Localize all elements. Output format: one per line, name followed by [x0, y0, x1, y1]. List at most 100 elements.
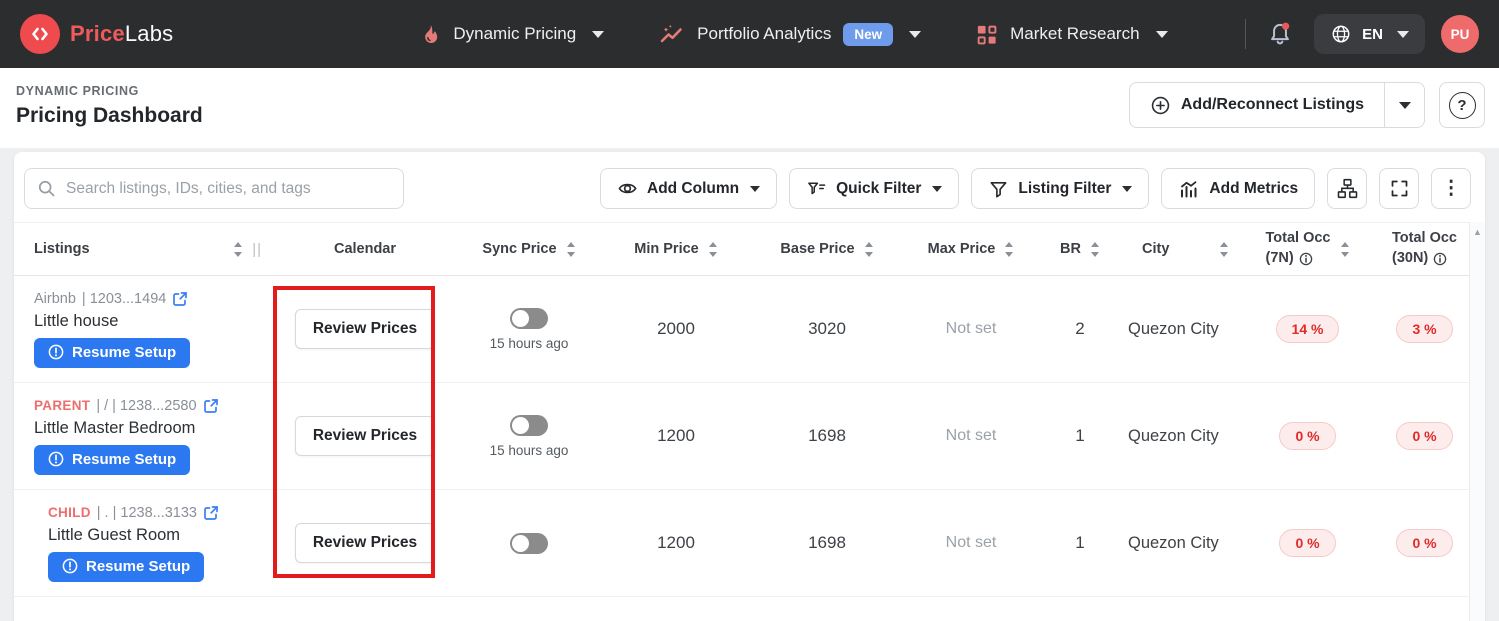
resume-setup-button[interactable]: Resume Setup — [48, 551, 205, 582]
divider — [1245, 19, 1247, 49]
alert-circle-icon — [62, 558, 78, 574]
max-price-cell[interactable]: Not set — [945, 534, 997, 551]
sort-icon[interactable] — [864, 242, 874, 257]
sort-icon[interactable] — [1004, 242, 1014, 257]
listing-name: Little house — [34, 311, 119, 330]
funnel-icon — [988, 179, 1009, 199]
quick-filter-button[interactable]: Quick Filter — [789, 168, 960, 209]
column-header-city[interactable]: City — [1120, 241, 1235, 257]
min-price-cell[interactable]: 1200 — [657, 533, 695, 552]
sync-timestamp: 15 hours ago — [489, 335, 569, 351]
listing-tag: CHILD — [48, 505, 91, 520]
language-code: EN — [1362, 25, 1383, 43]
add-metrics-button[interactable]: Add Metrics — [1161, 168, 1316, 209]
max-price-cell[interactable]: Not set — [945, 427, 997, 444]
table-row: CHILD | . | 1238...3133 Little Guest Roo… — [14, 490, 1469, 597]
sync-price-toggle[interactable] — [510, 414, 548, 436]
review-prices-button[interactable]: Review Prices — [294, 523, 436, 563]
calendar-cell: Review Prices — [272, 416, 458, 456]
nav-dynamic-pricing[interactable]: Dynamic Pricing — [418, 23, 605, 46]
resume-setup-button[interactable]: Resume Setup — [34, 444, 191, 475]
nav-label: Dynamic Pricing — [453, 24, 577, 43]
sort-icon[interactable] — [708, 242, 718, 257]
column-header-total-occ-30n[interactable]: Total Occ (30N) — [1392, 230, 1457, 266]
external-link-icon[interactable] — [203, 505, 219, 521]
sync-price-toggle[interactable] — [510, 307, 548, 329]
br-cell: 1 — [1075, 426, 1085, 445]
listing-filter-label: Listing Filter — [1018, 179, 1112, 197]
base-price-cell[interactable]: 1698 — [808, 426, 846, 445]
occ-7n-cell: 0 % — [1235, 422, 1380, 450]
listing-name: Little Guest Room — [48, 525, 181, 544]
more-options-button[interactable]: ⋮ — [1431, 168, 1472, 209]
chevron-down-icon — [1397, 30, 1409, 38]
occ-30n-cell: 0 % — [1380, 422, 1469, 450]
column-header-base-price[interactable]: Base Price — [752, 241, 902, 257]
language-selector[interactable]: EN — [1314, 14, 1425, 54]
kebab-icon: ⋮ — [1441, 178, 1461, 199]
notifications-bell-icon[interactable] — [1262, 18, 1298, 50]
info-icon[interactable] — [1433, 252, 1447, 266]
resume-setup-button[interactable]: Resume Setup — [34, 337, 191, 368]
sync-timestamp: 15 hours ago — [489, 442, 569, 458]
column-header-listings[interactable]: Listings || — [34, 240, 262, 258]
scroll-up-arrow[interactable]: ▲ — [1473, 227, 1482, 237]
nav-market-research[interactable]: Market Research — [975, 23, 1168, 46]
fullscreen-button[interactable] — [1379, 168, 1420, 209]
primary-nav: Dynamic Pricing Portfolio Analytics New — [418, 22, 1168, 46]
external-link-icon[interactable] — [172, 291, 188, 307]
chevron-down-icon — [592, 30, 605, 38]
info-icon[interactable] — [1299, 252, 1313, 266]
add-column-button[interactable]: Add Column — [600, 168, 778, 209]
add-reconnect-listings-button[interactable]: Add/Reconnect Listings — [1130, 83, 1384, 127]
nav-portfolio-analytics[interactable]: Portfolio Analytics New — [658, 22, 922, 46]
sort-icon[interactable] — [1090, 242, 1100, 257]
column-header-total-occ-7n[interactable]: Total Occ (7N) — [1235, 229, 1380, 268]
column-header-sync-price[interactable]: Sync Price — [458, 241, 600, 257]
min-price-cell[interactable]: 2000 — [657, 319, 695, 338]
occ-7n-cell: 14 % — [1235, 315, 1380, 343]
alert-circle-icon — [48, 344, 64, 360]
column-resize-handle[interactable]: || — [252, 240, 262, 258]
review-prices-button[interactable]: Review Prices — [294, 309, 436, 349]
sync-price-toggle[interactable] — [510, 532, 548, 554]
top-navbar: PriceLabs Dynamic Pricing Portfolio Anal — [0, 0, 1499, 68]
base-price-cell[interactable]: 3020 — [808, 319, 846, 338]
table-scrollbar[interactable]: ▲ — [1469, 222, 1485, 621]
min-price-cell[interactable]: 1200 — [657, 426, 695, 445]
sort-icon[interactable] — [1219, 242, 1229, 257]
listings-table-card: Add Column Quick Filter Listing Filter — [14, 152, 1485, 621]
listing-cell: Airbnb | 1203...1494 Little house Resume… — [14, 291, 272, 368]
metrics-chart-icon — [1178, 179, 1200, 199]
base-price-cell[interactable]: 1698 — [808, 533, 846, 552]
add-reconnect-dropdown[interactable] — [1384, 83, 1424, 127]
pricelabs-logo[interactable]: PriceLabs — [20, 14, 173, 54]
chevron-down-icon — [1122, 185, 1133, 192]
listing-source: Airbnb — [34, 290, 76, 307]
alert-circle-icon — [48, 451, 64, 467]
column-header-max-price[interactable]: Max Price — [902, 241, 1040, 257]
new-badge: New — [843, 22, 894, 46]
user-avatar[interactable]: PU — [1441, 15, 1479, 53]
globe-icon — [1330, 23, 1352, 45]
header-actions: Add/Reconnect Listings ? — [1128, 82, 1485, 128]
sort-icon[interactable] — [1340, 242, 1350, 257]
help-button[interactable]: ? — [1439, 82, 1485, 128]
occupancy-badge: 0 % — [1396, 422, 1453, 450]
sort-icon[interactable] — [566, 242, 576, 257]
occupancy-badge: 14 % — [1275, 315, 1340, 343]
sort-icon[interactable] — [233, 242, 243, 257]
chevron-down-icon — [750, 185, 761, 192]
review-prices-button[interactable]: Review Prices — [294, 416, 436, 456]
max-price-cell[interactable]: Not set — [945, 320, 997, 337]
column-header-br[interactable]: BR — [1040, 241, 1120, 257]
city-cell: Quezon City — [1128, 426, 1219, 445]
add-metrics-label: Add Metrics — [1209, 179, 1299, 197]
search-input[interactable] — [66, 179, 391, 198]
external-link-icon[interactable] — [203, 398, 219, 414]
listing-filter-button[interactable]: Listing Filter — [971, 168, 1150, 209]
group-view-button[interactable] — [1327, 168, 1368, 209]
column-header-min-price[interactable]: Min Price — [600, 241, 752, 257]
table-header-row: Listings || Calendar Sync Price Min Pric… — [14, 222, 1469, 276]
page-title: Pricing Dashboard — [16, 104, 203, 127]
